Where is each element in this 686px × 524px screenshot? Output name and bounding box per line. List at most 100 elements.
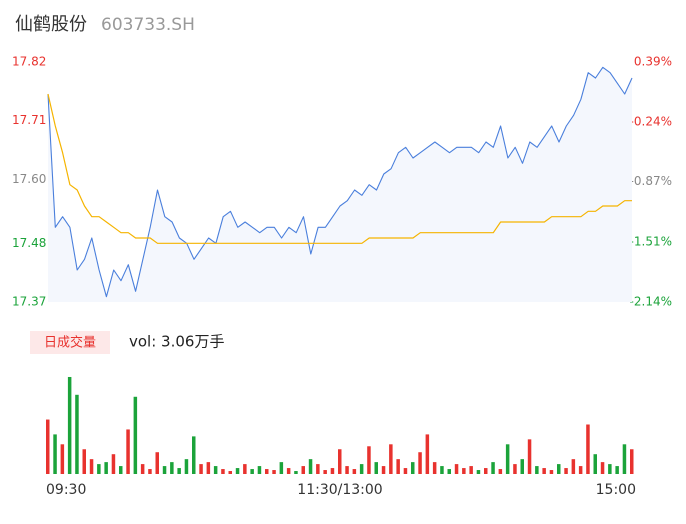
- volume-text: vol: 3.06万手: [129, 333, 224, 351]
- volume-bar: [418, 452, 422, 474]
- volume-bar: [630, 449, 634, 474]
- volume-bar: [294, 471, 298, 474]
- volume-bar: [352, 469, 357, 474]
- volume-bar: [615, 466, 619, 474]
- volume-bar: [250, 469, 254, 474]
- volume-bar: [396, 459, 400, 474]
- volume-bar: [586, 424, 590, 474]
- volume-bar: [323, 470, 327, 474]
- volume-bar: [411, 462, 415, 474]
- volume-bar: [213, 466, 218, 474]
- stock-code: 603733.SH: [101, 15, 195, 35]
- volume-bar: [316, 464, 320, 474]
- volume-bar: [301, 466, 305, 474]
- volume-bar: [192, 436, 196, 474]
- y-tick-label: 17.60: [12, 172, 46, 186]
- price-area: [48, 67, 632, 302]
- y-tick-label: 17.37: [12, 295, 46, 309]
- volume-bar: [491, 462, 495, 474]
- volume-bar: [564, 468, 568, 474]
- y-tick-label: 17.48: [12, 236, 46, 250]
- volume-bar: [104, 462, 108, 474]
- volume-bar: [381, 466, 386, 474]
- volume-bar: [600, 462, 605, 474]
- y2-tick-label: -1.51%: [630, 235, 672, 249]
- volume-bar: [148, 469, 152, 474]
- x-tick-label: 11:30/13:00: [297, 482, 382, 498]
- volume-bar: [593, 454, 597, 474]
- volume-bar: [476, 470, 481, 474]
- volume-bar: [622, 444, 627, 474]
- volume-bar: [367, 446, 371, 474]
- volume-bar: [89, 459, 94, 474]
- volume-bar: [97, 464, 101, 474]
- volume-bar: [345, 466, 349, 474]
- volume-bar: [578, 466, 583, 474]
- stock-name: 仙鹤股份: [15, 14, 87, 35]
- volume-bar: [432, 462, 437, 474]
- volume-bar: [286, 468, 291, 474]
- price-line: [47, 66, 633, 298]
- volume-bar: [498, 469, 503, 474]
- y2-tick-label: -0.87%: [630, 174, 672, 188]
- volume-bar: [235, 468, 240, 474]
- volume-bar: [67, 376, 72, 474]
- volume-bar: [374, 462, 378, 474]
- volume-bar: [60, 444, 65, 474]
- volume-bar: [257, 466, 262, 474]
- volume-bar: [330, 468, 335, 474]
- volume-bar: [133, 396, 138, 474]
- volume-bar: [184, 459, 189, 474]
- volume-bar: [82, 449, 86, 474]
- x-tick-label: 09:30: [46, 482, 86, 498]
- volume-bar: [228, 471, 232, 474]
- volume-bar: [440, 466, 444, 474]
- volume-bar: [484, 468, 488, 474]
- volume-bar: [425, 434, 430, 474]
- volume-bar: [170, 462, 174, 474]
- volume-bar: [279, 462, 284, 474]
- y-tick-label: 17.82: [12, 55, 46, 69]
- volume-bar: [403, 468, 408, 474]
- volume-bar: [549, 470, 554, 474]
- volume-bar: [243, 464, 247, 474]
- volume-bar: [126, 429, 130, 474]
- volume-bar: [535, 466, 539, 474]
- volume-bar: [469, 466, 473, 474]
- volume-bar: [557, 464, 561, 474]
- volume-bar: [542, 468, 546, 474]
- volume-bar: [513, 464, 517, 474]
- volume-bar: [571, 459, 576, 474]
- volume-bar: [389, 444, 393, 474]
- volume-bar: [527, 439, 532, 474]
- y2-tick-label: 0.39%: [634, 55, 672, 69]
- volume-bar: [359, 464, 364, 474]
- volume-bar: [520, 459, 524, 474]
- x-tick-label: 15:00: [596, 482, 636, 498]
- y2-tick-label: -2.14%: [630, 295, 672, 309]
- volume-bar: [206, 462, 211, 474]
- y-tick-label: 17.71: [12, 113, 46, 127]
- volume-bar: [265, 469, 269, 474]
- volume-bar: [46, 419, 50, 474]
- volume-bar: [140, 464, 145, 474]
- volume-label: 日成交量: [44, 335, 96, 351]
- volume-bar: [608, 464, 612, 474]
- volume-bar: [119, 466, 123, 474]
- volume-bar: [338, 449, 342, 474]
- volume-bar: [111, 454, 116, 474]
- volume-bar: [199, 464, 203, 474]
- volume-bar: [308, 459, 313, 474]
- volume-bar: [272, 470, 276, 474]
- volume-bar: [75, 394, 79, 474]
- volume-bar: [162, 466, 167, 474]
- volume-bar: [177, 468, 181, 474]
- volume-bar: [462, 468, 466, 474]
- y2-tick-label: -0.24%: [630, 114, 672, 128]
- volume-bar: [221, 469, 225, 474]
- volume-badge: [30, 331, 110, 354]
- volume-bar: [53, 434, 57, 474]
- volume-bar: [155, 452, 159, 474]
- volume-bar: [505, 444, 510, 474]
